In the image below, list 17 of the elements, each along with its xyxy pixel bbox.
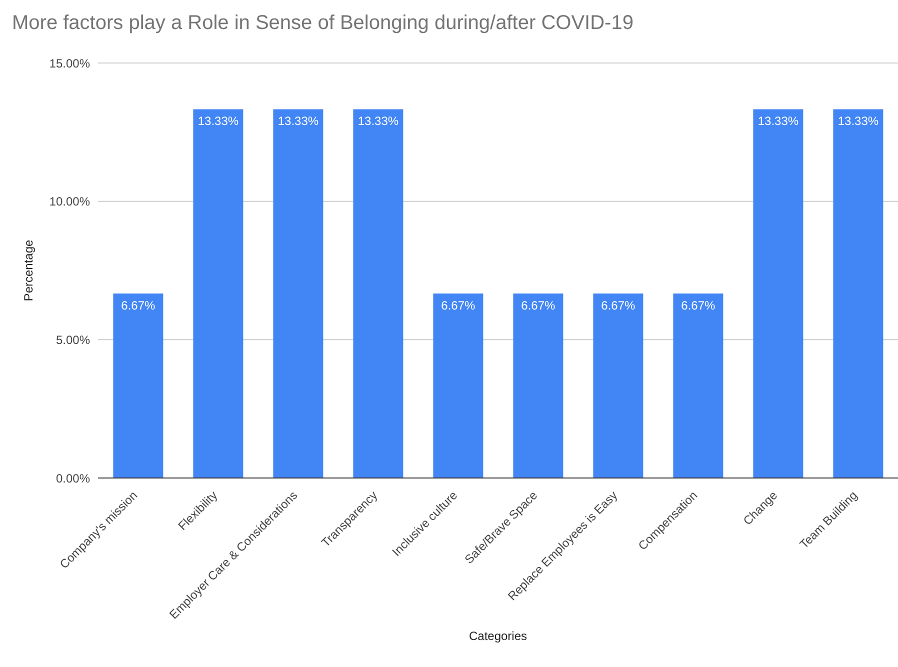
x-axis-title: Categories xyxy=(468,629,528,643)
data-label: 6.67% xyxy=(681,298,716,312)
y-tick-label: 5.00% xyxy=(56,332,90,347)
chart-title: More factors play a Role in Sense of Belonging during/after COVID-19 xyxy=(12,12,634,35)
y-tick-label: 15.00% xyxy=(49,56,90,70)
data-label: 13.33% xyxy=(758,114,799,128)
y-tick-label: 10.00% xyxy=(49,194,90,209)
data-label: 13.33% xyxy=(198,114,239,128)
data-label: 13.33% xyxy=(838,114,879,128)
y-tick-label: 0.00% xyxy=(56,471,90,486)
data-label: 6.67% xyxy=(441,298,476,312)
y-axis-title: Percentage xyxy=(21,239,36,302)
data-label: 13.33% xyxy=(278,114,319,128)
data-label: 13.33% xyxy=(358,114,399,128)
data-label: 6.67% xyxy=(521,298,556,312)
data-label: 6.67% xyxy=(601,298,636,312)
data-label: 6.67% xyxy=(121,298,156,312)
